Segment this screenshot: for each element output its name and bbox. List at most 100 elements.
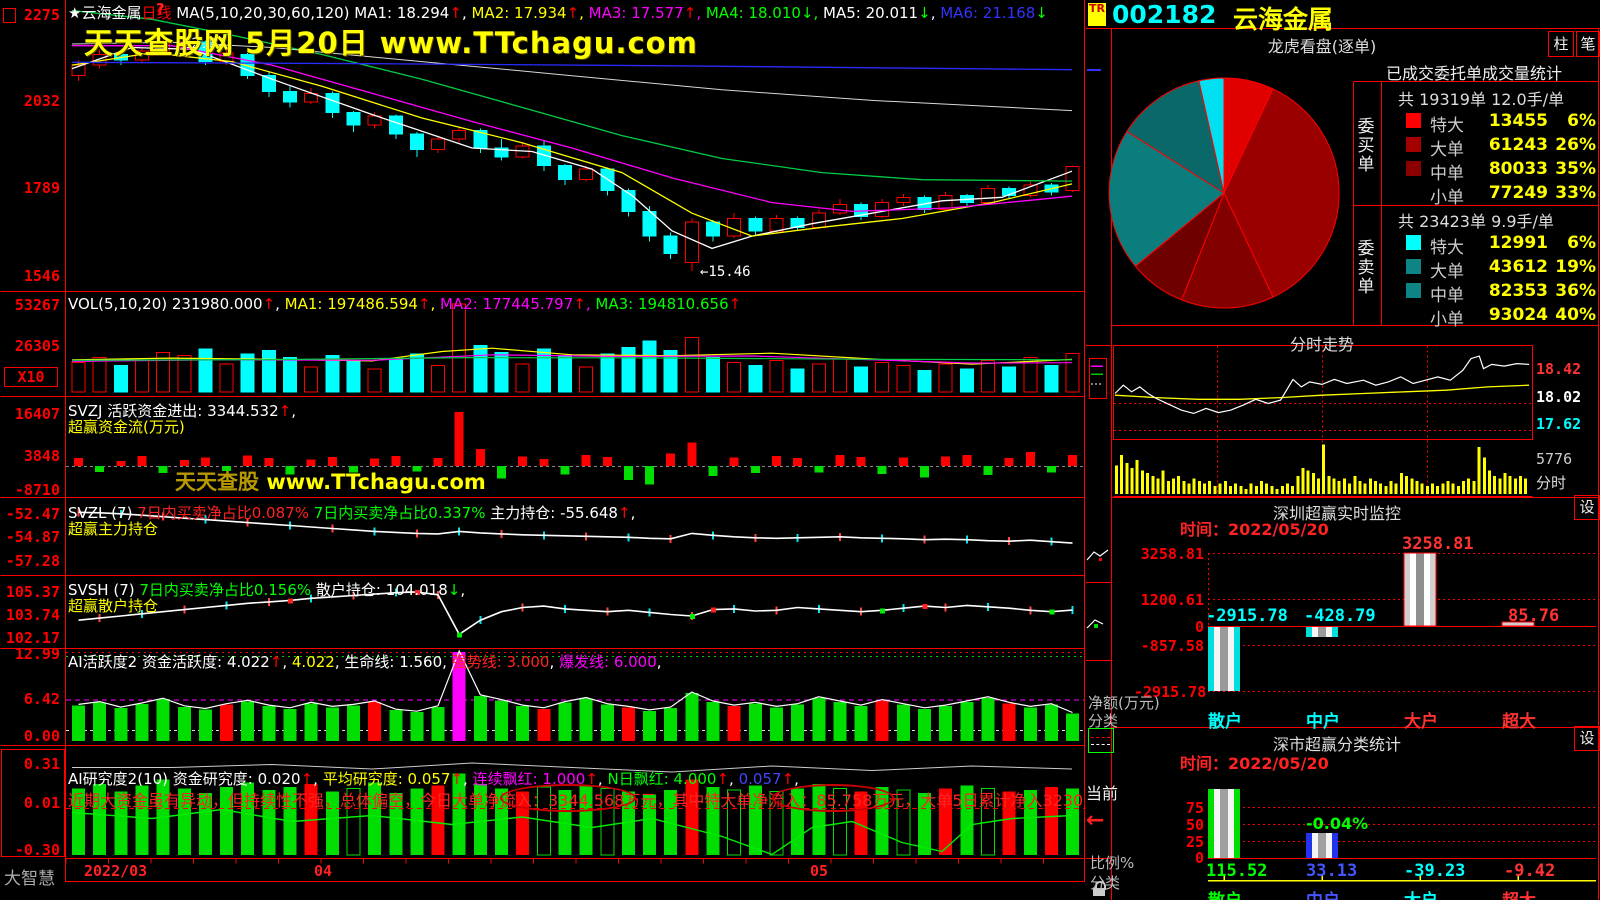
text-segment: 平均研究度: 0.057 xyxy=(322,770,451,788)
stats-axis-label: 25 xyxy=(1185,833,1204,851)
table-row[interactable]: 大单 61243 26% xyxy=(1386,134,1598,160)
text-segment: ↑ xyxy=(573,295,586,313)
stats-bar-value: -39.23 xyxy=(1404,861,1466,881)
monitor-bar-value: 85.76 xyxy=(1508,606,1560,626)
svsh-pane-header: SVSH (7) 7日内买卖净占比0.156% 散户持仓: 104.018↓, xyxy=(68,579,465,600)
sell-summary: 共 23423单 9.9手/单 xyxy=(1398,212,1554,231)
tiger-panel-title: 龙虎看盘(逐单) xyxy=(1267,37,1377,56)
table-row[interactable]: 小单 77249 33% xyxy=(1386,182,1598,208)
stats-bar-value: 115.52 xyxy=(1206,861,1268,881)
text-segment: ↑ xyxy=(262,295,276,313)
table-row[interactable]: 特大 13455 6% xyxy=(1386,110,1598,136)
table-row[interactable]: 小单 93024 40% xyxy=(1386,304,1598,330)
text-segment: MA2: 177445.797 xyxy=(440,295,574,313)
legend-swatch-icon xyxy=(1406,235,1421,250)
text-segment: , xyxy=(430,295,441,313)
ai2-pane-header: AI研究度2(10) 资金研究度: 0.020↑, 平均研究度: 0.057↑,… xyxy=(68,768,799,789)
svzj-pane-subtitle: 超赢资金流(万元) xyxy=(68,418,185,436)
ai2-axis-label: -0.30 xyxy=(14,841,60,859)
monitor-axis-label: 1200.61 xyxy=(1140,591,1204,609)
monitor-time: 时间：2022/05/20 xyxy=(1180,520,1329,539)
svzj-axis-label: 3848 xyxy=(23,447,60,465)
row-pct: 35% xyxy=(1555,159,1596,179)
legend-swatch-icon xyxy=(1406,259,1421,274)
text-segment: , xyxy=(729,770,739,788)
text-segment: ↑ xyxy=(417,295,431,313)
watermark-secondary: 天天查股 www.TTchagu.com xyxy=(175,466,486,496)
row-label: 中单 xyxy=(1430,164,1464,184)
table-row[interactable]: 特大 12991 6% xyxy=(1386,232,1598,258)
row-pct: 6% xyxy=(1567,233,1596,253)
row-value: 13455 xyxy=(1488,111,1548,131)
text-segment: , xyxy=(656,653,662,671)
text-segment: ★ xyxy=(68,4,82,22)
intraday-tag: 分时 xyxy=(1536,474,1567,492)
text-segment: MA4: 18.010 xyxy=(705,4,801,22)
table-row[interactable]: 中单 80033 35% xyxy=(1386,158,1598,184)
table-row[interactable]: 中单 82353 36% xyxy=(1386,280,1598,306)
monitor-category: 散户 xyxy=(1208,712,1242,732)
text-segment: 主力持仓: -55.648 xyxy=(485,504,618,522)
text-segment: 0.057 xyxy=(738,770,782,788)
text-segment: ↑ xyxy=(683,4,697,22)
text-segment: 爆发线: 6.000 xyxy=(559,653,657,671)
left-arrow-icon: ← xyxy=(1086,808,1105,833)
text-segment: 日线 xyxy=(141,4,172,22)
buy-summary: 共 19319单 12.0手/单 xyxy=(1398,90,1565,109)
text-segment: MA(5,10,20,30,60,120) xyxy=(171,4,355,22)
row-label: 特大 xyxy=(1430,238,1464,258)
timeline-label: 05 xyxy=(810,862,829,880)
vol-axis-label: 26305 xyxy=(14,337,60,355)
legend-swatch-icon xyxy=(1406,113,1421,128)
low-annotation: ←15.46 xyxy=(700,264,751,280)
svsh-axis-label: 105.37 xyxy=(5,583,60,601)
stats-category: 中户 xyxy=(1306,886,1340,900)
stats-panel-title: 深市超赢分类统计 xyxy=(1272,735,1401,754)
stats-settings-button[interactable]: 设 xyxy=(1574,726,1600,751)
tab-column-mode[interactable]: 柱 xyxy=(1548,31,1574,57)
row-pct: 40% xyxy=(1555,305,1596,325)
text-segment: SVZJ 活跃资金进出: 3344.532 xyxy=(68,402,279,420)
text-segment: 7日内买卖净占比0.337% xyxy=(313,504,486,522)
stats-axis-label: 75 xyxy=(1185,799,1204,817)
table-row[interactable]: 大单 43612 19% xyxy=(1386,256,1598,282)
stats-axis-label: 0 xyxy=(1194,849,1204,867)
ai2-axis-label: 0.01 xyxy=(23,794,60,812)
text-segment: AI研究度2(10) 资金研究度: 0.020 xyxy=(68,770,301,788)
monitor-bar-value: 3258.81 xyxy=(1402,534,1474,554)
row-pct: 19% xyxy=(1555,257,1596,277)
sell-side-label: 委卖单 xyxy=(1357,239,1375,297)
app-brand[interactable]: 大智慧 xyxy=(4,869,55,889)
intraday-price-label: 18.02 xyxy=(1536,388,1582,406)
text-segment: ↑ xyxy=(781,770,795,788)
row-pct: 26% xyxy=(1555,135,1596,155)
stats-category: 超大 xyxy=(1502,886,1536,900)
text-segment: 强势线: 3.000 xyxy=(451,653,550,671)
price-axis-label: 1789 xyxy=(23,179,60,197)
tab-tick-mode[interactable]: 笔 xyxy=(1576,31,1600,57)
text-segment: SVSH (7) xyxy=(68,581,140,599)
text-segment: MA1: 18.294 xyxy=(354,4,450,22)
watermark-banner: 天天查股网 5月20日 www.TTchagu.com xyxy=(84,26,698,60)
stock-name: 云海金属 xyxy=(1233,5,1334,34)
text-segment: , xyxy=(460,581,466,599)
price-axis-label: 2032 xyxy=(23,92,60,110)
monitor-settings-button[interactable]: 设 xyxy=(1574,495,1600,520)
row-value: 80033 xyxy=(1488,159,1548,179)
row-label: 中单 xyxy=(1430,286,1464,306)
lock-icon[interactable] xyxy=(1093,881,1106,897)
legend-swatch-icon xyxy=(1406,137,1421,152)
text-segment: , xyxy=(313,770,323,788)
table-header: 已成交委托单成交量统计 xyxy=(1386,64,1563,83)
svzl-pane-subtitle: 超赢主力持仓 xyxy=(68,520,159,538)
buy-side-label: 委买单 xyxy=(1357,117,1375,175)
text-segment: 云海金属 xyxy=(81,4,142,22)
text-segment: ↑ xyxy=(566,4,580,22)
intraday-price-label: 17.62 xyxy=(1536,415,1582,433)
row-value: 77249 xyxy=(1488,183,1548,203)
price-axis-label: 1546 xyxy=(23,267,60,285)
text-segment: ↓ xyxy=(1035,4,1048,22)
tr-badge-icon[interactable]: TR xyxy=(1088,3,1106,26)
row-label: 大单 xyxy=(1430,262,1464,282)
